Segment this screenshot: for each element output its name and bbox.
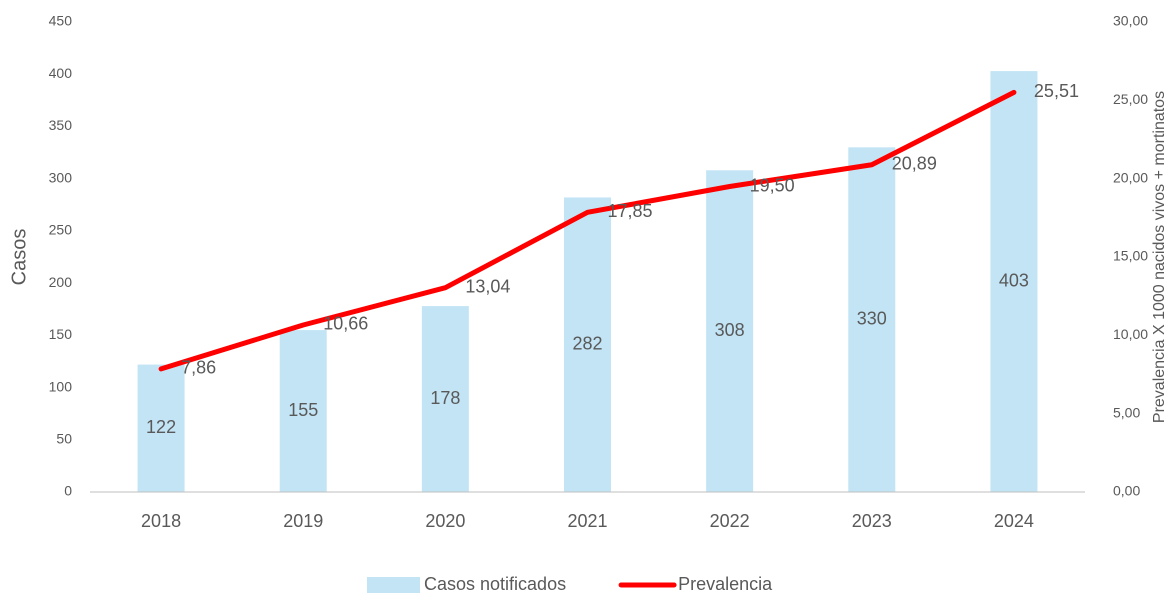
line-value-label: 13,04 [465, 276, 510, 296]
bar [564, 197, 611, 492]
bar [279, 330, 327, 492]
bar-value-label: 308 [715, 320, 745, 340]
y-tick-label: 200 [49, 274, 73, 290]
bar-value-label: 403 [999, 270, 1029, 290]
x-tick-label: 2023 [852, 511, 892, 531]
bar [706, 170, 754, 493]
line [158, 89, 1017, 372]
y2-tick-label: 15,00 [1113, 248, 1148, 264]
x-tick-label: 2021 [567, 511, 607, 531]
line-value-label: 7,86 [181, 358, 216, 378]
line-value-label: 25,51 [1034, 81, 1079, 101]
bar-value-label: 178 [430, 388, 460, 408]
line-value-label: 17,85 [608, 201, 653, 221]
bar [990, 71, 1038, 492]
y-tick-label: 50 [56, 430, 72, 446]
bar [137, 364, 185, 492]
x-tick-label: 2024 [994, 511, 1034, 531]
y-tick-label: 450 [49, 13, 73, 29]
y2-tick-label: 0,00 [1113, 483, 1140, 499]
bar-value-label: 330 [857, 308, 887, 328]
y-tick-label: 0 [64, 483, 72, 499]
y-tick-label: 350 [49, 117, 73, 133]
y-tick-label: 250 [49, 222, 73, 238]
y-tick-label: 100 [49, 378, 73, 394]
line-value-label: 19,50 [750, 175, 795, 195]
legend-label: Prevalencia [678, 574, 773, 594]
y-axis-title: Casos [8, 229, 30, 286]
y2-tick-label: 25,00 [1113, 91, 1148, 107]
bar-value-label: 282 [572, 333, 602, 353]
y2-tick-label: 5,00 [1113, 404, 1140, 420]
x-tick-label: 2019 [283, 511, 323, 531]
y-tick-label: 300 [49, 169, 73, 185]
x-tick-label: 2018 [141, 511, 181, 531]
x-tick-label: 2022 [710, 511, 750, 531]
bar-value-label: 155 [288, 400, 318, 420]
line-value-label: 20,89 [892, 153, 937, 173]
bar-value-label: 122 [146, 417, 176, 437]
y2-axis-title: Prevalencia X 1000 nacidos vivos + morti… [1151, 91, 1168, 423]
y2-tick-label: 30,00 [1113, 13, 1148, 29]
legend-swatch [367, 577, 420, 593]
bar [421, 306, 469, 492]
y-tick-label: 400 [49, 65, 73, 81]
y-tick-label: 150 [49, 326, 73, 342]
y2-tick-label: 10,00 [1113, 326, 1148, 342]
legend-label: Casos notificados [424, 574, 566, 594]
x-tick-label: 2020 [425, 511, 465, 531]
y2-tick-label: 20,00 [1113, 169, 1148, 185]
line-value-label: 10,66 [323, 314, 368, 334]
bar [848, 147, 896, 493]
